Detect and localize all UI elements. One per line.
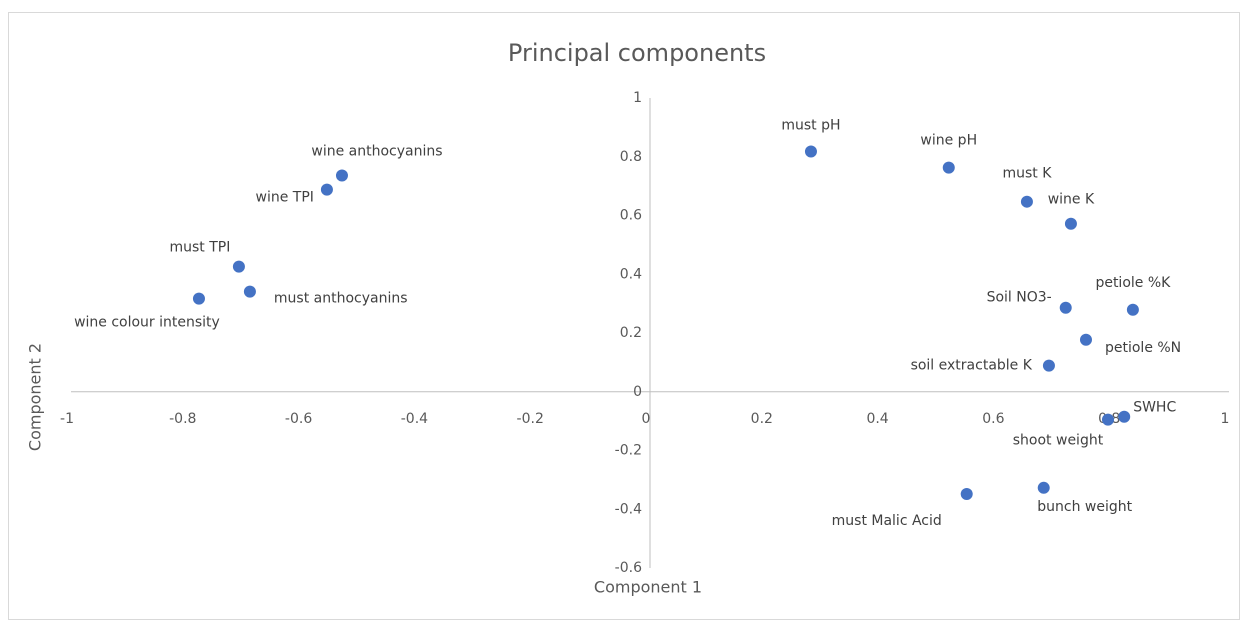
point <box>1064 217 1077 230</box>
y-tick-label: 0.6 <box>620 208 642 224</box>
point-label: must pH <box>781 117 840 133</box>
x-tick-label: 0.6 <box>982 411 1004 427</box>
y-tick-label: 0.8 <box>620 149 642 165</box>
x-tick-label: 1 <box>1221 411 1230 427</box>
point <box>1037 481 1050 494</box>
y-axis-label: Component 2 <box>26 343 45 451</box>
point-label: Soil NO3- <box>987 290 1052 306</box>
chart-title: Principal components <box>508 39 766 67</box>
point <box>192 292 205 305</box>
point <box>1126 303 1139 316</box>
point-label: bunch weight <box>1037 499 1132 515</box>
point-label: must TPI <box>169 240 230 256</box>
x-tick-label: 0.4 <box>866 411 888 427</box>
x-tick-label: -0.6 <box>285 411 312 427</box>
point <box>1020 195 1033 208</box>
point <box>942 161 955 174</box>
x-tick-label: -1 <box>60 411 74 427</box>
point-label: must Malic Acid <box>832 513 942 529</box>
point-label: must anthocyanins <box>274 291 408 307</box>
y-tick-label: 0.4 <box>620 266 642 282</box>
point <box>243 285 256 298</box>
point-label: shoot weight <box>1013 433 1104 449</box>
point <box>1118 410 1131 423</box>
point <box>804 145 817 158</box>
point <box>320 183 333 196</box>
x-tick-label: -0.2 <box>517 411 544 427</box>
x-tick-label: 0.2 <box>751 411 773 427</box>
point-label: soil extractable K <box>911 358 1033 374</box>
point-label: must K <box>1002 166 1052 182</box>
y-tick-label: 0 <box>633 384 642 400</box>
point <box>335 169 348 182</box>
x-tick-label: -0.4 <box>401 411 428 427</box>
x-tick-label: 0 <box>642 411 651 427</box>
point <box>1042 359 1055 372</box>
point-label: wine K <box>1048 192 1095 208</box>
point-label: wine anthocyanins <box>311 144 442 160</box>
point-label: petiole %K <box>1095 275 1171 291</box>
y-tick-label: 1 <box>633 90 642 106</box>
point-label: wine colour intensity <box>74 315 220 331</box>
point-label: wine TPI <box>256 190 314 206</box>
point-label: petiole %N <box>1105 340 1181 356</box>
y-tick-label: -0.4 <box>615 501 642 517</box>
y-tick-label: -0.2 <box>615 443 642 459</box>
y-tick-label: -0.6 <box>615 560 642 576</box>
point <box>1059 301 1072 314</box>
point-label: wine pH <box>920 133 977 149</box>
y-tick-label: 0.2 <box>620 325 642 341</box>
x-tick-label: -0.8 <box>169 411 196 427</box>
x-axis-label: Component 1 <box>594 578 702 597</box>
point <box>1101 413 1114 426</box>
point-label: SWHC <box>1133 400 1176 416</box>
point <box>232 260 245 273</box>
chart-border <box>8 12 1240 620</box>
point <box>960 487 973 500</box>
point <box>1079 333 1092 346</box>
